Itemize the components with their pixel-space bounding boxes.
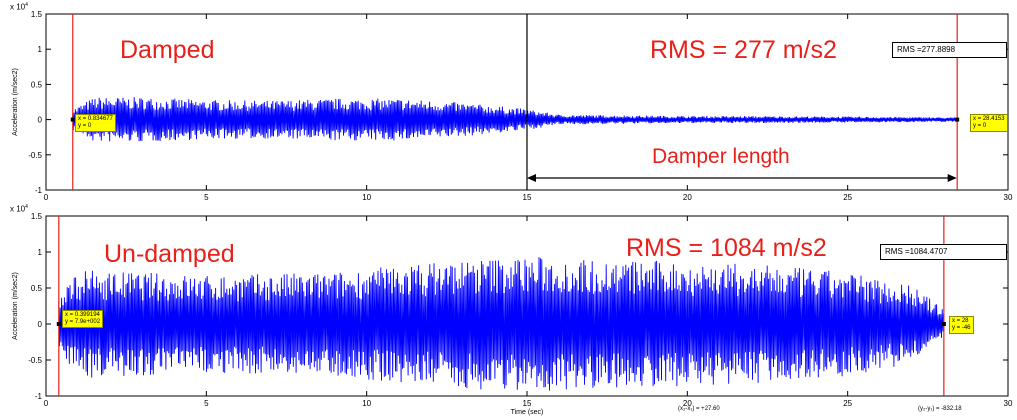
y-tick-label: 1.5 bbox=[31, 212, 43, 221]
y-tick-label: 0 bbox=[38, 116, 43, 125]
x-tick-label: 30 bbox=[1004, 193, 1013, 202]
y-tick-label: 0.5 bbox=[31, 284, 43, 293]
x-tick-label: 0 bbox=[44, 399, 49, 408]
x-tick-label: 5 bbox=[204, 399, 209, 408]
datatip-marker bbox=[70, 117, 75, 122]
x-tick-label: 25 bbox=[843, 193, 852, 202]
damped-rms-box: RMS =277.8898 bbox=[892, 42, 1007, 58]
y-tick-label: 0.5 bbox=[31, 80, 43, 89]
x-tick-label: 10 bbox=[362, 193, 371, 202]
y-tick-label: 1 bbox=[38, 248, 43, 257]
y-tick-label: -0.5 bbox=[28, 356, 42, 365]
datatip-marker bbox=[955, 117, 960, 122]
y-tick-label: 1.5 bbox=[31, 10, 43, 19]
y-tick-label: 0 bbox=[38, 320, 43, 329]
undamped-rms-box: RMS =1084.4707 bbox=[880, 244, 1007, 260]
undamped-title: Un-damped bbox=[104, 240, 235, 268]
bottom-y-exponent: x 104 bbox=[10, 204, 28, 214]
top-y-exponent: x 104 bbox=[10, 2, 28, 12]
arrow-head-left bbox=[527, 174, 536, 182]
damped-rms-label: RMS = 277 m/s2 bbox=[650, 36, 837, 64]
bottom-right-datatip: x = 28 y = -46 bbox=[949, 316, 974, 334]
y-tick-label: -0.5 bbox=[28, 151, 42, 160]
y-axis-label: Acceleration (m/sec2) bbox=[12, 272, 19, 340]
top-chart-panel: -1 -0.5 0 0.5 1 1.5 0 5 10 15 20 25 30 Acceleration (… bbox=[12, 10, 1013, 202]
signal-trace bbox=[58, 257, 945, 391]
datatip-marker bbox=[941, 322, 946, 326]
datatip-marker bbox=[56, 322, 61, 326]
damped-title: Damped bbox=[120, 36, 215, 64]
y-tick-label: -1 bbox=[35, 186, 43, 195]
x-tick-label: 30 bbox=[1004, 399, 1013, 408]
x-tick-label: 25 bbox=[843, 399, 852, 408]
delta-y-label: (y₂-y₁) = -832.18 bbox=[918, 406, 962, 412]
undamped-rms-label: RMS = 1084 m/s2 bbox=[626, 234, 827, 262]
x-tick-label: 0 bbox=[44, 193, 49, 202]
bottom-left-datatip: x = 0.399194 y = 7.9e+002 bbox=[62, 310, 104, 328]
x-axis-label: Time (sec) bbox=[511, 409, 544, 416]
x-tick-label: 20 bbox=[683, 399, 692, 408]
top-right-datatip: x = 28.4153 y = 0 bbox=[970, 114, 1008, 132]
y-axis-label: Acceleration (m/sec2) bbox=[12, 68, 19, 136]
delta-x-label: (x₂-x₁) = +27.60 bbox=[678, 406, 720, 412]
x-tick-label: 10 bbox=[362, 399, 371, 408]
x-tick-label: 15 bbox=[523, 193, 532, 202]
arrow-head-right bbox=[947, 174, 957, 182]
x-tick-label: 15 bbox=[523, 399, 532, 408]
y-tick-label: 1 bbox=[38, 45, 43, 54]
x-tick-label: 5 bbox=[204, 193, 209, 202]
y-tick-label: -1 bbox=[35, 392, 43, 401]
x-tick-label: 20 bbox=[683, 193, 692, 202]
top-left-datatip: x = 0.834677 y = 0 bbox=[75, 114, 116, 132]
damper-length-label: Damper length bbox=[652, 145, 790, 168]
bottom-chart-panel: -1 -0.5 0 0.5 1 1.5 0 5 10 15 20 25 30 Acceleration (… bbox=[12, 212, 1013, 416]
